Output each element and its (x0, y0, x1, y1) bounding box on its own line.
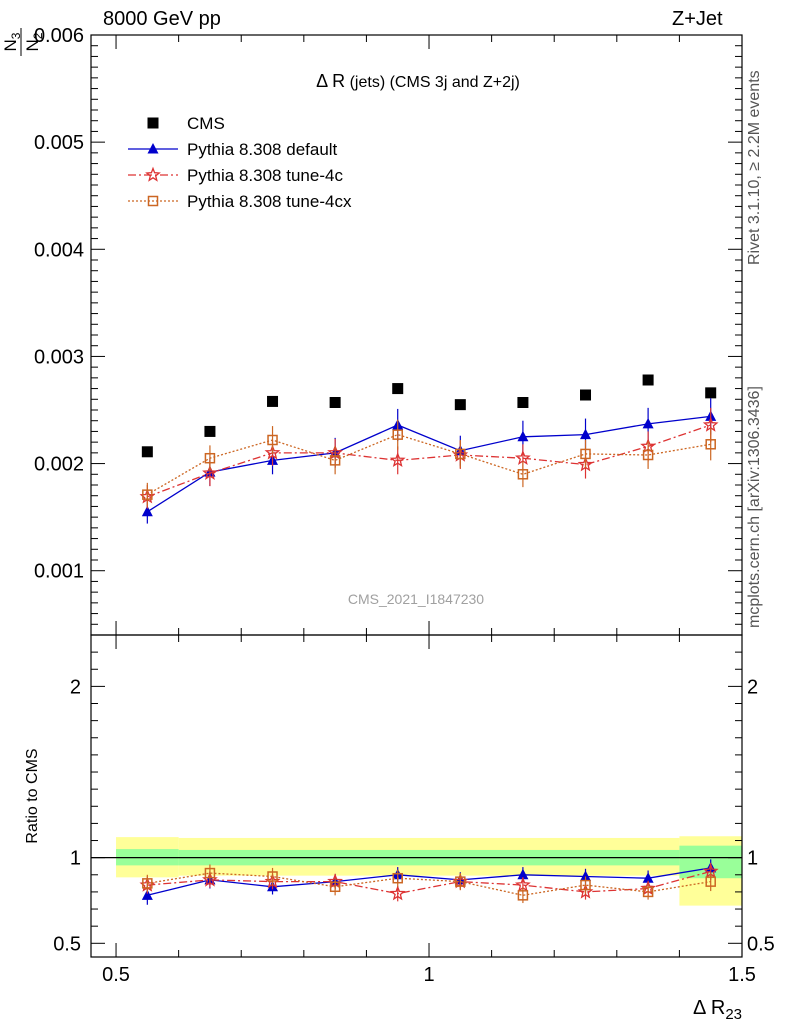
legend-marker-pythia-8-308-tune-4cx (147, 195, 159, 207)
pythia-8-308-tune-4cx-main-point (329, 455, 341, 466)
ratio-axis-label: Ratio to CMS (24, 748, 41, 843)
ratio-tick-label-right: 0.5 (747, 933, 775, 955)
chart-title: Δ R (jets) (CMS 3j and Z+2j) (316, 71, 520, 91)
pythia-8-308-tune-4c-ratio-line (147, 870, 711, 895)
pythia-8-308-default-main-point (580, 428, 592, 440)
pythia-8-308-tune-4c-main-point (702, 416, 719, 432)
pythia-8-308-tune-4cx-main-point (392, 429, 403, 440)
pythia-8-308-default-ratio-line (147, 867, 711, 896)
legend: CMS Pythia 8.308 default Pythia 8.308 tune… (128, 114, 352, 211)
pythia-8-308-tune-4cx-ratio-point (142, 878, 153, 889)
ratio-plot-frame (90, 634, 743, 958)
x-tick-label: 1 (423, 964, 434, 986)
pythia-8-308-tune-4cx-ratio-point (642, 886, 654, 898)
pythia-8-308-tune-4cx-main-point (517, 469, 529, 480)
cms-main-point (329, 397, 341, 408)
pythia-8-308-tune-4c-ratio-point (389, 885, 406, 901)
pythia-8-308-tune-4cx-main-point (204, 452, 216, 464)
y-tick-label: 0.002 (34, 454, 84, 476)
y-tick-label: 0.004 (34, 239, 84, 261)
y-axis-label-numerator: N3 (1, 32, 23, 51)
pythia-8-308-tune-4cx-ratio-line (147, 872, 711, 896)
pythia-8-308-tune-4c-main-point (389, 452, 406, 468)
ratio-tick-label-right: 2 (747, 676, 758, 698)
pythia-8-308-default-ratio-point (141, 889, 153, 900)
ratio-tick-label: 1 (70, 848, 81, 870)
pythia-8-308-default-ratio-point (517, 868, 529, 880)
legend-marker-pythia-8-308-tune-4c (145, 166, 161, 182)
cms-main-point (267, 395, 279, 407)
y-axis-label-denominator: N2 (23, 32, 45, 51)
y-tick-label: 0.005 (34, 132, 84, 154)
pythia-8-308-tune-4c-main-point (514, 449, 531, 465)
cms-main-point (580, 389, 592, 401)
pythia-8-308-tune-4cx-ratio-point (392, 872, 403, 884)
pythia-8-308-tune-4cx-main-point (455, 448, 466, 460)
watermark: CMS_2021_I1847230 (348, 591, 484, 607)
cms-main-point (642, 374, 654, 386)
pythia-8-308-tune-4c-main-point (202, 464, 218, 480)
ratio-axis-label-text: Ratio to CMS (24, 748, 41, 843)
legend-marker-pythia-8-308-default (147, 143, 159, 154)
ratio-tick-label-right: 1 (747, 848, 758, 870)
pythia-8-308-tune-4cx-ratio-point (517, 890, 529, 901)
pythia-8-308-tune-4cx-ratio-point (580, 879, 591, 891)
pythia-8-308-default-main-point (642, 417, 654, 429)
cms-main-point (454, 399, 466, 411)
x-tick-label: 0.5 (102, 964, 130, 986)
ratio-tick-label: 0.5 (53, 933, 81, 955)
pythia-8-308-tune-4cx-main-point (580, 448, 591, 460)
ratio-tick-label: 2 (70, 676, 81, 698)
cms-main-point (141, 446, 153, 458)
cms-main-point (392, 383, 404, 395)
y-tick-label: 0.001 (34, 561, 84, 583)
pythia-8-308-default-main-point (517, 430, 529, 442)
pythia-8-308-tune-4cx-main-point (705, 439, 716, 450)
cms-main-point (517, 397, 529, 408)
legend-label-pythia-8-308-default: Pythia 8.308 default (187, 140, 338, 159)
x-tick-label: 1.5 (728, 964, 756, 986)
pythia-8-308-default-main-line (146, 415, 711, 513)
header-left: 8000 GeV pp (103, 8, 221, 30)
pythia-8-308-tune-4cx-ratio-point (705, 876, 716, 887)
pythia-8-308-tune-4c-main-point (264, 444, 281, 460)
y-tick-label: 0.003 (34, 346, 84, 368)
cms-main-point (204, 425, 216, 437)
pythia-8-308-tune-4cx-ratio-point (455, 876, 466, 887)
pythia-8-308-tune-4cx-main-point (267, 434, 278, 446)
pythia-8-308-tune-4c-main-line (147, 424, 711, 498)
pythia-8-308-tune-4cx-main-point (142, 489, 153, 500)
pythia-8-308-tune-4cx-ratio-point (267, 871, 278, 882)
legend-label-cms: CMS (187, 114, 225, 133)
pythia-8-308-tune-4cx-main-line (146, 433, 711, 496)
pythia-8-308-default-ratio-point (642, 872, 654, 883)
pythia-8-308-tune-4cx-main-point (642, 449, 654, 461)
legend-label-pythia-8-308-tune-4c: Pythia 8.308 tune-4c (187, 166, 343, 185)
header-right: Z+Jet (672, 8, 723, 30)
legend-marker-cms (147, 117, 159, 129)
y-tick-label: 0.006 (34, 25, 84, 47)
legend-label-pythia-8-308-tune-4cx: Pythia 8.308 tune-4cx (187, 192, 352, 211)
pythia-8-308-tune-4cx-ratio-point (329, 881, 341, 893)
x-axis-label: Δ R23 (693, 997, 742, 1023)
pythia-8-308-default-main-point (141, 505, 153, 517)
cms-main-point (705, 387, 717, 399)
pythia-8-308-tune-4cx-ratio-point (204, 867, 216, 879)
pythia-8-308-default-ratio-point (580, 870, 592, 881)
